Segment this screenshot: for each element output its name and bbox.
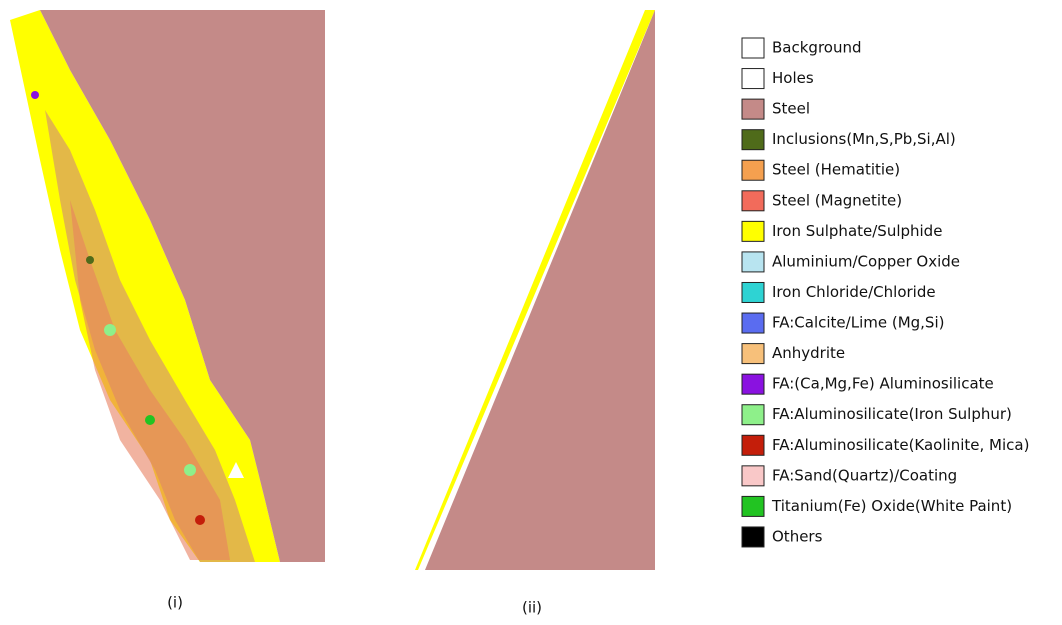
legend-label: Steel (Magnetite) — [772, 191, 902, 209]
legend-label: Inclusions(Mn,S,Pb,Si,Al) — [772, 130, 956, 148]
legend-swatch — [741, 434, 765, 456]
legend-label: FA:Sand(Quartz)/Coating — [772, 466, 957, 484]
legend-label: Background — [772, 39, 862, 57]
legend-swatch — [741, 373, 765, 395]
legend-swatch — [741, 312, 765, 334]
map-ii — [415, 10, 655, 570]
legend-label: FA:Calcite/Lime (Mg,Si) — [772, 314, 944, 332]
legend-swatch — [741, 404, 765, 426]
legend-label: Iron Sulphate/Sulphide — [772, 222, 942, 240]
legend-swatch — [741, 343, 765, 365]
legend-swatch — [741, 98, 765, 120]
legend-label: Iron Chloride/Chloride — [772, 283, 936, 301]
legend-swatch — [741, 129, 765, 151]
map-i — [10, 10, 325, 562]
legend-swatch — [741, 465, 765, 487]
legend-label: Holes — [772, 69, 814, 87]
legend-label: Aluminium/Copper Oxide — [772, 252, 960, 270]
legend-label: Others — [772, 527, 823, 545]
caption: (i) — [167, 594, 183, 612]
legend-swatch — [741, 220, 765, 242]
legend-swatch — [741, 281, 765, 303]
legend-swatch — [741, 190, 765, 212]
legend-label: Titanium(Fe) Oxide(White Paint) — [771, 497, 1012, 515]
legend-label: Steel (Hematitie) — [772, 161, 900, 179]
legend-label: FA:Aluminosilicate(Kaolinite, Mica) — [772, 436, 1029, 454]
legend-label: FA:Aluminosilicate(Iron Sulphur) — [772, 405, 1012, 423]
caption: (ii) — [522, 599, 542, 617]
legend-swatch — [741, 526, 765, 548]
legend-label: Anhydrite — [772, 344, 845, 362]
legend-swatch — [741, 159, 765, 181]
legend-swatch — [741, 68, 765, 90]
legend-swatch — [741, 251, 765, 273]
legend-swatch — [741, 495, 765, 517]
legend-label: Steel — [772, 100, 810, 118]
legend-swatch — [741, 37, 765, 59]
legend-label: FA:(Ca,Mg,Fe) Aluminosilicate — [772, 375, 994, 393]
